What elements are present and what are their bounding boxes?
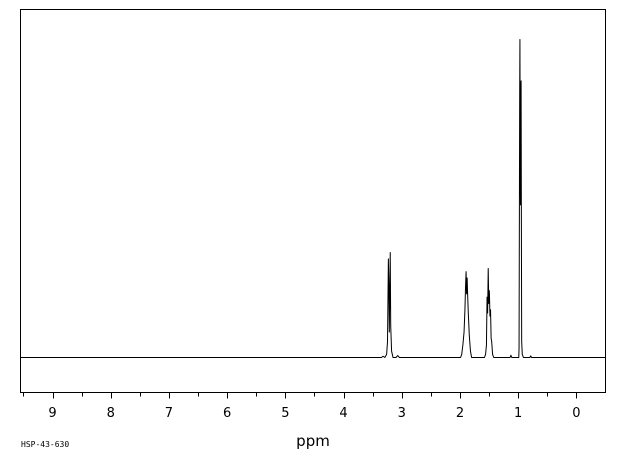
tick-label: 2 [456, 406, 464, 421]
plot-frame [20, 9, 606, 393]
tick-label: 3 [398, 406, 406, 421]
minor-ticks [23, 392, 548, 397]
major-ticks [53, 392, 577, 399]
tick-label: 5 [281, 406, 289, 421]
tick-label: 6 [223, 406, 231, 421]
sample-code-label: HSP-43-630 [21, 440, 69, 449]
tick-labels: 9 8 7 6 5 4 3 2 1 0 [48, 406, 580, 421]
tick-label: 7 [165, 406, 173, 421]
tick-label: 9 [48, 406, 56, 421]
tick-label: 1 [514, 406, 522, 421]
tick-label: 4 [339, 406, 347, 421]
tick-label: 0 [572, 406, 580, 421]
tick-label: 8 [107, 406, 115, 421]
spectrum-trace [20, 39, 606, 358]
x-axis-label: ppm [296, 432, 330, 450]
